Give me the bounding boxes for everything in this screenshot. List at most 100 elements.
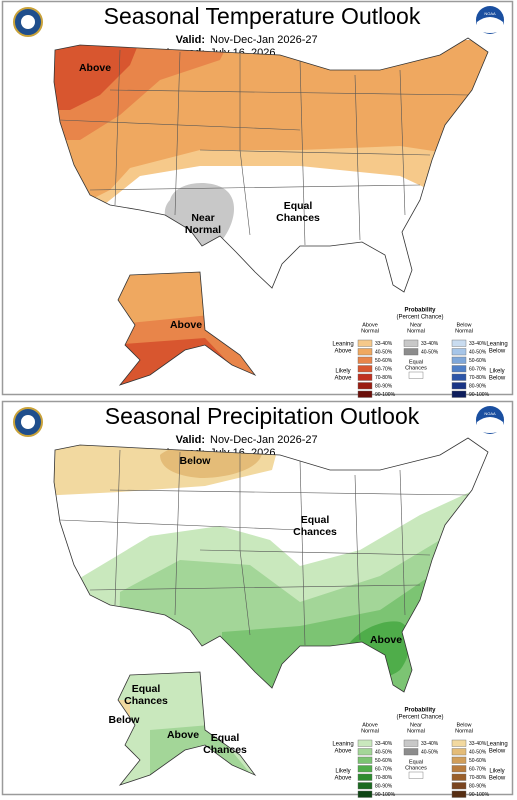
legend-subtitle: (Percent Chance) <box>396 715 443 721</box>
legend-side-label: Leaning <box>332 742 353 748</box>
logo-text: NOAA <box>484 411 496 416</box>
legend-range: 70-80% <box>375 375 393 381</box>
valid-period: Nov-Dec-Jan 2026-27 <box>210 434 318 446</box>
legend-side-label: Leaning <box>486 342 507 348</box>
legend-side-label: Leaning <box>486 742 507 748</box>
legend-header: Below <box>457 722 472 728</box>
noaa-wave <box>477 417 503 433</box>
legend-equal-chances: Chances <box>405 365 427 371</box>
map-label: Equal <box>301 514 330 526</box>
legend-swatch <box>357 756 373 764</box>
legend-swatch <box>357 739 373 747</box>
noaa-wave <box>477 17 503 33</box>
valid-label: Valid: <box>176 34 205 46</box>
legend-side-label: Above <box>334 376 352 382</box>
legend-range: 90-100% <box>469 392 490 398</box>
legend-equal-chances: Equal <box>409 359 423 365</box>
legend-swatch <box>357 382 373 390</box>
legend-range: 33-40% <box>469 341 487 347</box>
legend-swatch <box>403 348 419 356</box>
legend-header: Normal <box>361 728 379 734</box>
legend-swatch <box>357 356 373 364</box>
valid-period: Nov-Dec-Jan 2026-27 <box>210 34 318 46</box>
state-border <box>199 149 431 156</box>
alaska-outline <box>117 271 257 386</box>
legend-range: 80-90% <box>469 383 487 389</box>
state-border <box>354 474 361 641</box>
legend-swatch <box>451 790 467 798</box>
legend-header: Below <box>457 322 472 328</box>
legend-swatch-equal <box>408 371 424 379</box>
legend-header: Above <box>362 322 378 328</box>
legend-side-label: Above <box>334 749 352 755</box>
legend-swatch <box>451 339 467 347</box>
map-label: Above <box>167 729 199 741</box>
conus-outline <box>53 37 489 293</box>
legend-header: Normal <box>361 328 379 334</box>
legend-side-label: Likely <box>335 369 350 375</box>
legend-side-label: Below <box>489 349 506 355</box>
conus-outline <box>53 437 489 693</box>
map-label: Chances <box>293 526 337 538</box>
legend-swatch <box>451 382 467 390</box>
legend-swatch <box>451 782 467 790</box>
logo-text: NOAA <box>484 11 496 16</box>
state-border <box>239 454 251 636</box>
legend-swatch <box>357 339 373 347</box>
legend-swatch <box>451 390 467 398</box>
legend-range: 40-50% <box>469 749 487 755</box>
legend-range: 90-100% <box>469 792 490 798</box>
legend-swatch <box>451 739 467 747</box>
legend-range: 40-50% <box>421 349 439 355</box>
legend-side-label: Likely <box>489 369 504 375</box>
legend-range: 33-40% <box>375 341 393 347</box>
conus-zones <box>54 40 488 268</box>
legend-swatch <box>451 773 467 781</box>
state-border <box>114 449 121 606</box>
legend-range: 50-60% <box>469 758 487 764</box>
legend-swatch <box>403 339 419 347</box>
legend-side-label: Above <box>334 776 352 782</box>
legend-range: 50-60% <box>469 358 487 364</box>
state-border <box>59 519 301 531</box>
map-label: Normal <box>185 224 221 236</box>
legend-range: 40-50% <box>375 349 393 355</box>
map-label: Chances <box>203 744 247 756</box>
legend-header: Above <box>362 722 378 728</box>
legend-title: Probability <box>404 708 436 714</box>
legend-swatch <box>451 373 467 381</box>
state-border <box>239 54 251 236</box>
legend-side-label: Above <box>334 349 352 355</box>
legend-range: 50-60% <box>375 758 393 764</box>
legend-range: 70-80% <box>469 775 487 781</box>
legend-range: 60-70% <box>375 366 393 372</box>
legend-header: Normal <box>455 728 473 734</box>
state-border <box>109 489 471 496</box>
map-label: Equal <box>211 732 240 744</box>
legend-swatch <box>357 365 373 373</box>
legend-swatch <box>403 739 419 747</box>
legend-header: Normal <box>407 328 425 334</box>
state-border <box>109 89 471 96</box>
legend-title: Probability <box>404 308 436 314</box>
map-label: Below <box>180 455 212 467</box>
legend-swatch <box>357 773 373 781</box>
legend-header: Near <box>410 722 422 728</box>
legend-side-label: Below <box>489 376 506 382</box>
legend-range: 70-80% <box>469 375 487 381</box>
legend-header: Normal <box>455 328 473 334</box>
outlook-zone <box>54 40 140 110</box>
legend-swatch <box>451 365 467 373</box>
legend-swatch <box>357 765 373 773</box>
state-border <box>174 51 181 216</box>
doc-seal-inner <box>21 415 35 429</box>
map-label: Above <box>79 62 111 74</box>
map-label: Above <box>170 319 202 331</box>
alaska-outline <box>117 671 257 786</box>
legend-range: 40-50% <box>375 749 393 755</box>
map-label: Chances <box>276 212 320 224</box>
legend-range: 33-40% <box>375 741 393 747</box>
state-border <box>59 119 301 131</box>
legend-swatch <box>357 748 373 756</box>
legend-swatch <box>357 373 373 381</box>
